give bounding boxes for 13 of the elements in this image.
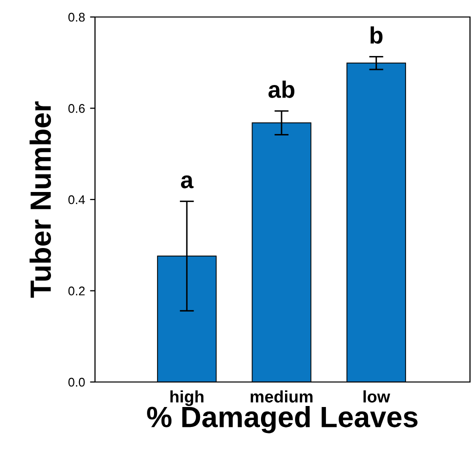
annotation: b: [370, 26, 382, 44]
y-tick-label: 0.6: [68, 104, 85, 113]
annotation: ab: [268, 80, 294, 98]
x-tick-label: low: [364, 390, 390, 403]
y-tick-label: 0.0: [68, 378, 85, 387]
x-tick-label: high: [170, 390, 204, 406]
y-tick-label: 0.2: [68, 286, 85, 296]
y-tick-label: 0.8: [68, 12, 85, 22]
x-tick-label: medium: [250, 390, 312, 403]
annotation: a: [180, 175, 194, 188]
y-tick-label: 0.4: [68, 195, 85, 204]
x-axis-title: % Damaged Leaves: [147, 406, 418, 434]
y-axis-title: Tuber Number: [30, 101, 52, 298]
